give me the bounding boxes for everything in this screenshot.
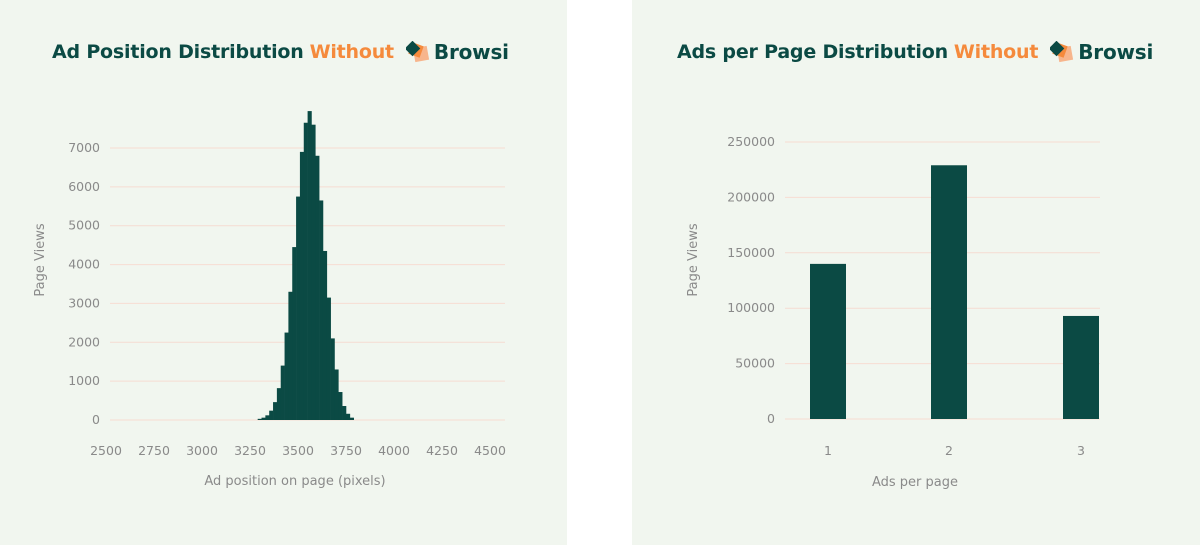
title-highlight: Without: [309, 41, 395, 63]
y-tick-label: 6000: [68, 179, 100, 194]
histogram-bar: [296, 196, 301, 420]
chart-title: Ad Position Distribution Without Browsi: [52, 40, 509, 64]
x-axis-label: Ads per page: [872, 475, 958, 490]
histogram-bar: [338, 392, 343, 420]
histogram-bar: [346, 413, 351, 420]
x-tick-label: 4000: [378, 443, 410, 458]
x-tick-label: 3000: [186, 443, 218, 458]
y-tick-label: 4000: [68, 257, 100, 272]
y-tick-label: 100000: [727, 300, 775, 315]
y-tick-label: 200000: [727, 189, 775, 204]
x-axis-label: Ad position on page (pixels): [204, 474, 385, 489]
x-tick-label: 4500: [474, 443, 506, 458]
y-tick-label: 0: [767, 411, 775, 426]
y-axis-label: Page Views: [686, 223, 701, 296]
histogram-bar: [307, 111, 312, 420]
bar: [1063, 315, 1099, 419]
bar-chart: 0 50000 100000 150000 200000 250000 1 2 3 Ads per…: [686, 134, 1100, 490]
x-tick-label: 3500: [282, 443, 314, 458]
histogram-bar: [311, 124, 316, 420]
logo-text: Browsi: [1078, 40, 1154, 64]
y-tick-label: 50000: [735, 356, 775, 371]
title-text: Ads per Page Distribution: [677, 41, 948, 63]
histogram-bar: [349, 417, 354, 420]
histogram-bar: [280, 365, 285, 420]
x-tick-label: 3250: [234, 443, 266, 458]
browsi-logo: Browsi: [405, 40, 509, 64]
x-tick-label: 3: [1077, 443, 1085, 458]
y-tick-label: 5000: [68, 218, 100, 233]
title-text: Ad Position Distribution: [52, 41, 304, 63]
histogram-bar: [322, 250, 328, 420]
histogram-bar: [319, 200, 324, 420]
histogram-bar: [261, 417, 266, 420]
bar: [810, 263, 846, 419]
histogram-bar: [288, 291, 293, 420]
histogram-bar: [257, 418, 262, 420]
histogram-bar: [342, 406, 347, 420]
x-tick-label: 3750: [330, 443, 362, 458]
histogram-bar: [330, 338, 335, 420]
histogram-bar: [326, 297, 331, 420]
x-tick-label: 2500: [90, 443, 122, 458]
histogram-bar: [276, 388, 282, 420]
histogram-bar: [303, 122, 308, 420]
histogram-bar: [299, 151, 305, 420]
histogram-bar: [334, 369, 339, 420]
histogram-bar: [265, 415, 270, 420]
logo-text: Browsi: [433, 40, 509, 64]
histogram-bar: [284, 332, 289, 420]
y-axis-label: Page Views: [33, 223, 48, 296]
x-tick-label: 4250: [426, 443, 458, 458]
y-tick-label: 2000: [68, 334, 100, 349]
histogram-chart: 0 1000 2000 3000 4000 5000 6000 7000 2500 2750 300…: [33, 111, 506, 489]
y-tick-label: 3000: [68, 295, 100, 310]
browsi-logo: Browsi: [1050, 40, 1153, 64]
histogram-bar: [269, 410, 274, 420]
y-tick-label: 250000: [727, 134, 775, 149]
chart-title: Ads per Page Distribution Without Browsi: [677, 40, 1153, 64]
histogram-bar: [315, 155, 320, 420]
x-tick-label: 1: [824, 443, 832, 458]
ads-per-page-panel: Ads per Page Distribution Without Browsi…: [632, 0, 1200, 545]
x-tick-label: 2: [945, 443, 953, 458]
y-tick-label: 7000: [68, 140, 100, 155]
browsi-logo-icon: [405, 41, 430, 63]
y-tick-label: 150000: [727, 245, 775, 260]
x-tick-label: 2750: [138, 443, 170, 458]
histogram-bar: [273, 402, 278, 420]
browsi-logo-icon: [1050, 41, 1074, 63]
y-tick-label: 0: [92, 412, 100, 427]
ad-position-panel: Ad Position Distribution Without Browsi …: [0, 0, 567, 545]
bar: [931, 165, 967, 419]
y-tick-label: 1000: [68, 373, 100, 388]
title-highlight: Without: [953, 41, 1039, 63]
histogram-bar: [292, 247, 297, 420]
